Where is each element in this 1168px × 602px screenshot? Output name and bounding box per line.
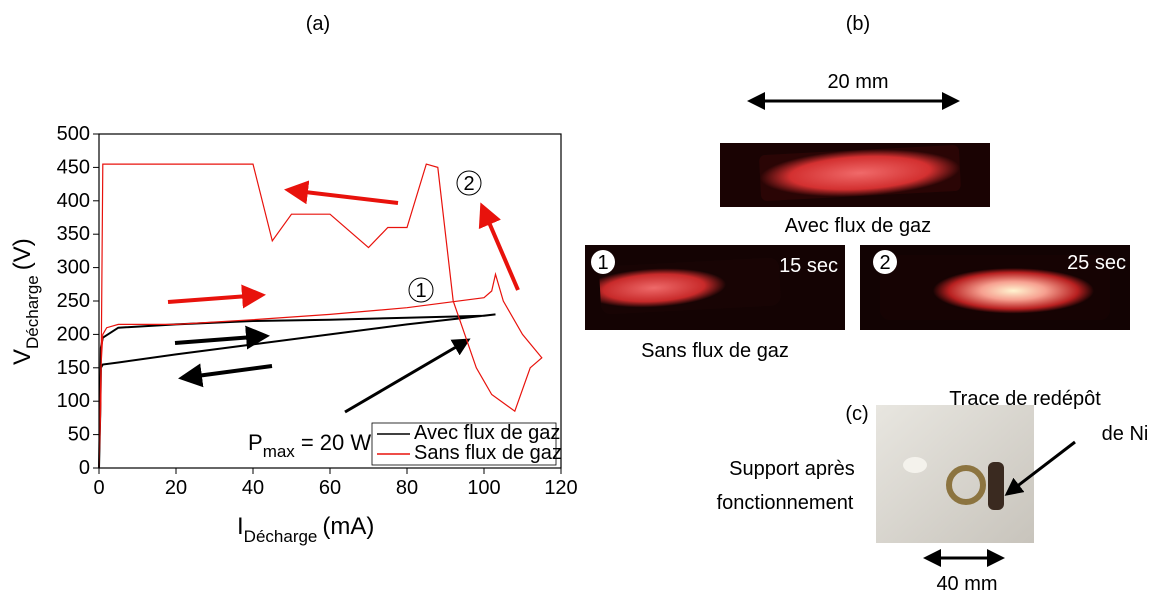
photo-detail: [988, 462, 1004, 510]
y-tick-label: 50: [68, 424, 90, 446]
x-tick-label: 80: [396, 477, 418, 499]
arrow: [284, 180, 399, 205]
power-symbol: P: [248, 430, 263, 455]
y-tick-label: 500: [57, 123, 90, 145]
marker-circle: [408, 277, 434, 303]
marker-circle: [591, 250, 615, 274]
y-tick-label: 100: [57, 390, 90, 412]
arrow: [344, 338, 471, 414]
arrow: [174, 325, 270, 350]
arrow: [178, 363, 273, 388]
time-label: 25 sec: [1067, 252, 1126, 274]
panel-label: (b): [846, 13, 870, 35]
photo-detail: [903, 457, 927, 473]
power-subscript: max: [263, 442, 296, 461]
caption: de Ni: [1102, 423, 1149, 445]
plot: 0 20 40 60 80 100 120 0 50 100 150 200 250 300 350 400 4…: [57, 123, 578, 499]
y-tick-label: 250: [57, 290, 90, 312]
arrow: [1004, 440, 1076, 496]
caption: Trace de redépôt: [949, 388, 1101, 410]
legend-label: Avec flux de gaz: [414, 422, 560, 444]
series-line: [98, 313, 496, 469]
series-line: [98, 163, 543, 469]
y-tick-label: 350: [57, 223, 90, 245]
y-label-subscript: Décharge: [23, 275, 42, 349]
x-tick-label: 60: [319, 477, 341, 499]
panel-label: (c): [845, 403, 868, 425]
arrow: [167, 284, 266, 309]
photo-glow: [880, 255, 1110, 320]
caption: Sans flux de gaz: [641, 340, 789, 362]
x-axis-label: IDécharge (mA): [237, 513, 374, 546]
power-text: = 20 W: [301, 430, 372, 455]
y-tick-label: 150: [57, 357, 90, 379]
caption: Avec flux de gaz: [785, 215, 931, 237]
arrow: [478, 202, 520, 291]
scale-label: 40 mm: [936, 573, 997, 595]
caption: fonctionnement: [717, 492, 854, 514]
marker-label: 1: [597, 252, 608, 274]
y-axis-label: VDécharge (V): [9, 238, 42, 365]
y-tick-label: 200: [57, 323, 90, 345]
y-tick-label: 0: [79, 457, 90, 479]
x-label-unit: (mA): [322, 513, 374, 540]
panel-label: (a): [306, 13, 330, 35]
marker-label: 1: [415, 280, 426, 302]
x-tick-label: 40: [242, 477, 264, 499]
y-label-symbol: V: [9, 349, 36, 365]
marker-label: 2: [463, 173, 474, 195]
photo-glow: [599, 257, 781, 315]
marker-circle: [873, 250, 897, 274]
power-annotation: Pmax = 20 W: [248, 430, 371, 461]
marker-circle: [456, 170, 482, 196]
x-tick-label: 120: [544, 477, 577, 499]
y-label-unit: (V): [9, 238, 36, 270]
legend-label: Sans flux de gaz: [414, 442, 562, 464]
chart-arrows: [167, 180, 520, 414]
photo-detail: [946, 465, 986, 505]
time-label: 15 sec: [779, 255, 838, 277]
y-tick-label: 450: [57, 156, 90, 178]
caption: Support après: [729, 458, 855, 480]
scale-label: 20 mm: [827, 71, 888, 93]
photo-glow: [759, 145, 961, 201]
x-tick-label: 0: [93, 477, 104, 499]
x-tick-label: 20: [165, 477, 187, 499]
x-tick-label: 100: [467, 477, 500, 499]
legend-box: [371, 422, 557, 466]
x-label-symbol: I: [237, 513, 244, 540]
x-label-subscript: Décharge: [244, 527, 318, 546]
marker-label: 2: [879, 252, 890, 274]
y-tick-label: 400: [57, 190, 90, 212]
y-tick-label: 300: [57, 257, 90, 279]
